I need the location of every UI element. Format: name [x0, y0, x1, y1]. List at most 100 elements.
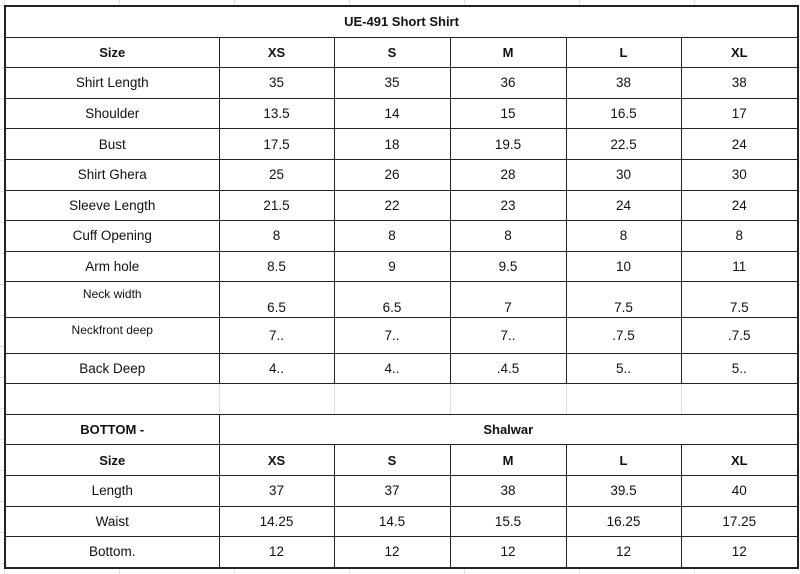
table-cell[interactable]: 17.25 — [680, 505, 799, 538]
table-cell[interactable]: 36 — [449, 67, 567, 99]
table-cell[interactable]: 30 — [680, 158, 799, 191]
table-cell[interactable]: 13.5 — [218, 97, 335, 130]
row-label[interactable]: Neckfront deep — [4, 316, 220, 354]
table-cell[interactable]: XS — [218, 36, 335, 69]
table-cell[interactable]: 22 — [333, 189, 451, 222]
table-cell[interactable]: 24 — [680, 189, 799, 222]
table-cell[interactable]: 8 — [218, 220, 335, 252]
table-cell[interactable]: 39.5 — [565, 474, 682, 507]
table-cell[interactable]: M — [449, 36, 567, 69]
table-cell[interactable]: 25 — [218, 158, 335, 191]
table-cell[interactable]: 7.. — [218, 316, 335, 354]
table-cell[interactable]: 8 — [565, 220, 682, 252]
table-cell[interactable]: 15.5 — [449, 505, 567, 538]
table-cell[interactable]: 40 — [680, 474, 799, 507]
table-cell[interactable]: 17 — [680, 97, 799, 130]
empty-cell[interactable] — [218, 383, 335, 415]
row-label[interactable]: Size — [4, 444, 220, 476]
table-cell[interactable]: 12 — [333, 536, 451, 569]
table-cell[interactable]: 18 — [333, 128, 451, 160]
table-cell[interactable]: XL — [680, 444, 799, 476]
table-cell[interactable]: 9.5 — [449, 250, 567, 283]
table-cell[interactable]: 7.. — [449, 316, 567, 354]
table-cell[interactable]: 28 — [449, 158, 567, 191]
table-cell[interactable]: 22.5 — [565, 128, 682, 160]
row-label[interactable]: Cuff Opening — [4, 220, 220, 252]
table-cell[interactable]: XS — [218, 444, 335, 476]
table-cell[interactable]: 9 — [333, 250, 451, 283]
table-cell[interactable]: 17.5 — [218, 128, 335, 160]
table-cell[interactable]: 7 — [449, 281, 567, 318]
table-cell[interactable]: 6.5 — [333, 281, 451, 318]
empty-cell[interactable] — [333, 383, 451, 415]
table-cell[interactable]: 10 — [565, 250, 682, 283]
table-cell[interactable]: L — [565, 444, 682, 476]
table-cell[interactable]: 21.5 — [218, 189, 335, 222]
title-row: UE-491 Short Shirt — [4, 5, 799, 38]
table-cell[interactable]: .7.5 — [565, 316, 682, 354]
table-cell[interactable]: 16.5 — [565, 97, 682, 130]
table-cell[interactable]: 11 — [680, 250, 799, 283]
table-cell[interactable]: 37 — [333, 474, 451, 507]
table-cell[interactable]: L — [565, 36, 682, 69]
row-label[interactable]: Shirt Ghera — [4, 158, 220, 191]
table-cell[interactable]: 12 — [449, 536, 567, 569]
row-label[interactable]: Bottom. — [4, 536, 220, 569]
table-cell[interactable]: 5.. — [565, 352, 682, 385]
table-cell[interactable]: 4.. — [218, 352, 335, 385]
table-cell[interactable]: XL — [680, 36, 799, 69]
row-label[interactable]: Length — [4, 474, 220, 507]
row-label[interactable]: Back Deep — [4, 352, 220, 385]
table-cell[interactable]: 8 — [680, 220, 799, 252]
table-cell[interactable]: 4.. — [333, 352, 451, 385]
table-cell[interactable]: 5.. — [680, 352, 799, 385]
row-label[interactable]: Size — [4, 36, 220, 69]
table-cell[interactable]: 26 — [333, 158, 451, 191]
row-label[interactable]: Shirt Length — [4, 67, 220, 99]
table-row: Sleeve Length 21.5 22 23 24 24 — [4, 189, 799, 222]
table-cell[interactable]: 12 — [680, 536, 799, 569]
table-cell[interactable]: 14 — [333, 97, 451, 130]
table-cell[interactable]: S — [333, 36, 451, 69]
table-cell[interactable]: 19.5 — [449, 128, 567, 160]
table-cell[interactable]: .7.5 — [680, 316, 799, 354]
row-label[interactable]: Bust — [4, 128, 220, 160]
table-cell[interactable]: 23 — [449, 189, 567, 222]
table-cell[interactable]: 8 — [449, 220, 567, 252]
table-cell[interactable]: 24 — [565, 189, 682, 222]
table-cell[interactable]: 12 — [218, 536, 335, 569]
empty-cell[interactable] — [449, 383, 567, 415]
table-cell[interactable]: 24 — [680, 128, 799, 160]
table-cell[interactable]: 6.5 — [218, 281, 335, 318]
table-cell[interactable]: 37 — [218, 474, 335, 507]
table-cell[interactable]: 7.. — [333, 316, 451, 354]
table-cell[interactable]: 38 — [449, 474, 567, 507]
row-label[interactable]: Neck width — [4, 281, 220, 318]
table-cell[interactable]: 12 — [565, 536, 682, 569]
empty-cell[interactable] — [4, 383, 220, 415]
table-cell[interactable]: 14.25 — [218, 505, 335, 538]
row-label[interactable]: Shoulder — [4, 97, 220, 130]
table-cell[interactable]: M — [449, 444, 567, 476]
table-cell[interactable]: S — [333, 444, 451, 476]
table-cell[interactable]: 15 — [449, 97, 567, 130]
row-label[interactable]: Arm hole — [4, 250, 220, 283]
table-cell[interactable]: .4.5 — [449, 352, 567, 385]
row-label[interactable]: Waist — [4, 505, 220, 538]
table-cell[interactable]: 7.5 — [565, 281, 682, 318]
empty-cell[interactable] — [680, 383, 800, 415]
bottom-label[interactable]: BOTTOM - — [4, 413, 220, 446]
table-cell[interactable]: 30 — [565, 158, 682, 191]
row-label[interactable]: Sleeve Length — [4, 189, 220, 222]
table-cell[interactable]: 38 — [565, 67, 682, 99]
empty-cell[interactable] — [565, 383, 682, 415]
table-cell[interactable]: 38 — [680, 67, 799, 99]
table-cell[interactable]: 35 — [333, 67, 451, 99]
table-cell[interactable]: 8 — [333, 220, 451, 252]
table-cell[interactable]: 8.5 — [218, 250, 335, 283]
table-cell[interactable]: 7.5 — [680, 281, 799, 318]
table-cell[interactable]: 16.25 — [565, 505, 682, 538]
table-cell[interactable]: 35 — [218, 67, 335, 99]
table-cell[interactable]: 14.5 — [333, 505, 451, 538]
bottom-type[interactable]: Shalwar — [218, 413, 799, 446]
